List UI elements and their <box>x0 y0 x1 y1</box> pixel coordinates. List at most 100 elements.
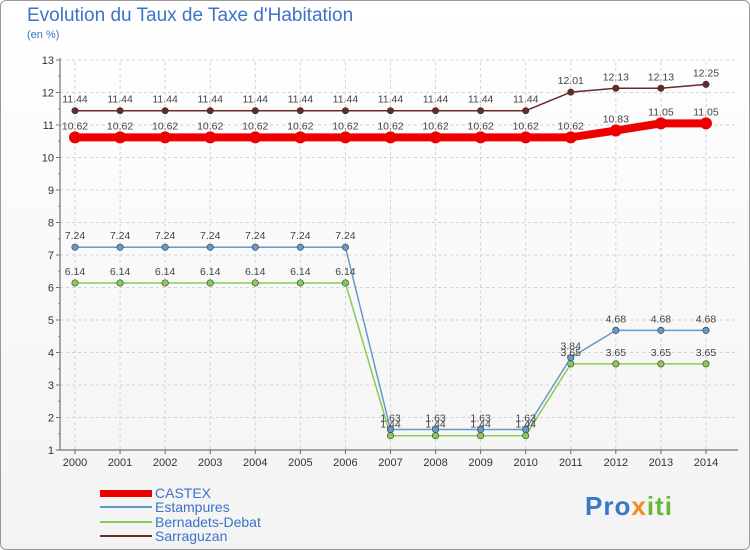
data-point-estampures <box>296 243 304 251</box>
data-point-bernadets-debat <box>251 279 259 287</box>
data-point-estampures <box>161 243 169 251</box>
x-tick-label-2006: 2006 <box>333 457 357 469</box>
y-tick-label: 4 <box>48 348 54 360</box>
chart-title: Evolution du Taux de Taxe d'Habitation <box>27 5 354 26</box>
data-label-bernadets-debat: 6.14 <box>290 266 311 278</box>
legend-item-estampures[interactable]: Estampures <box>100 499 230 515</box>
legend-swatch-castex <box>100 489 152 497</box>
data-point-estampures <box>522 426 530 434</box>
data-label-sarraguzan: 11.44 <box>333 94 359 106</box>
legend-item-sarraguzan[interactable]: Sarraguzan <box>100 528 228 544</box>
data-label-sarraguzan: 12.01 <box>558 75 584 87</box>
data-point-sarraguzan <box>657 84 665 92</box>
x-tick-label-2012: 2012 <box>604 457 628 469</box>
data-label-estampures: 7.24 <box>335 230 356 242</box>
data-point-bernadets-debat <box>612 360 620 368</box>
data-label-estampures: 3.84 <box>561 341 582 353</box>
y-tick-label: 2 <box>48 413 54 425</box>
data-label-sarraguzan: 11.44 <box>423 94 449 106</box>
data-point-estampures <box>386 426 394 434</box>
x-tick-label-2013: 2013 <box>649 457 673 469</box>
data-point-bernadets-debat <box>386 432 394 440</box>
x-tick-label-2002: 2002 <box>153 457 177 469</box>
data-point-sarraguzan <box>702 80 710 88</box>
data-label-castex: 10.62 <box>197 120 223 132</box>
data-label-estampures: 4.68 <box>651 313 672 325</box>
data-label-sarraguzan: 11.44 <box>513 94 539 106</box>
data-point-sarraguzan <box>296 107 304 115</box>
x-tick-label-2003: 2003 <box>198 457 222 469</box>
y-tick-label: 3 <box>48 380 54 392</box>
data-point-sarraguzan <box>71 107 79 115</box>
data-label-bernadets-debat: 6.14 <box>200 266 221 278</box>
y-tick-label: 9 <box>48 185 54 197</box>
data-label-estampures: 7.24 <box>200 230 221 242</box>
data-label-bernadets-debat: 3.65 <box>696 347 717 359</box>
data-label-estampures: 4.68 <box>606 313 627 325</box>
data-point-castex <box>564 131 577 144</box>
data-point-castex <box>519 131 532 144</box>
data-point-bernadets-debat <box>477 432 485 440</box>
data-point-castex <box>474 131 487 144</box>
data-label-estampures: 1.63 <box>470 413 491 425</box>
data-label-castex: 10.62 <box>107 120 133 132</box>
data-label-castex: 10.62 <box>152 120 178 132</box>
data-point-bernadets-debat <box>702 360 710 368</box>
data-point-estampures <box>251 243 259 251</box>
legend-label-sarraguzan: Sarraguzan <box>155 528 228 544</box>
data-point-estampures <box>612 326 620 334</box>
legend-item-bernadets-debat[interactable]: Bernadets-Debat <box>100 514 261 530</box>
data-point-sarraguzan <box>567 88 575 96</box>
data-point-castex <box>69 131 81 144</box>
data-point-castex <box>114 131 127 144</box>
data-label-estampures: 7.24 <box>65 230 86 242</box>
data-point-castex <box>609 124 622 137</box>
data-point-castex <box>429 131 442 144</box>
data-point-bernadets-debat <box>522 432 530 440</box>
data-label-estampures: 4.68 <box>696 313 717 325</box>
data-point-estampures <box>206 243 214 251</box>
data-label-bernadets-debat: 6.14 <box>155 266 176 278</box>
data-label-bernadets-debat: 1.44 <box>470 419 491 431</box>
data-point-sarraguzan <box>432 107 440 115</box>
data-label-estampures: 1.63 <box>425 413 446 425</box>
data-point-castex <box>699 117 712 130</box>
data-point-castex <box>384 131 397 144</box>
y-tick-label: 13 <box>42 55 54 67</box>
data-label-bernadets-debat: 1.44 <box>380 419 401 431</box>
data-point-estampures <box>432 426 440 434</box>
x-tick-label-2014: 2014 <box>694 457 718 469</box>
data-label-estampures: 1.63 <box>380 413 401 425</box>
data-point-sarraguzan <box>522 107 530 115</box>
x-tick-label-2001: 2001 <box>108 457 132 469</box>
y-tick-label: 6 <box>48 283 54 295</box>
data-point-estampures <box>71 243 79 251</box>
data-point-sarraguzan <box>161 107 169 115</box>
data-label-castex: 10.62 <box>332 120 358 132</box>
y-tick-label: 12 <box>42 88 54 100</box>
data-point-sarraguzan <box>386 107 394 115</box>
data-point-estampures <box>477 426 485 434</box>
data-label-castex: 10.62 <box>558 120 584 132</box>
proxiti-logo: Proxiti <box>585 491 673 522</box>
data-label-bernadets-debat: 1.44 <box>425 419 446 431</box>
legend-label-bernadets-debat: Bernadets-Debat <box>155 514 261 530</box>
data-label-sarraguzan: 11.44 <box>468 94 494 106</box>
legend-label-estampures: Estampures <box>155 499 230 515</box>
data-label-bernadets-debat: 6.14 <box>335 266 356 278</box>
data-point-sarraguzan <box>612 84 620 92</box>
data-label-estampures: 7.24 <box>245 230 266 242</box>
data-label-estampures: 7.24 <box>290 230 311 242</box>
data-label-sarraguzan: 12.25 <box>693 67 719 79</box>
x-tick-label-2000: 2000 <box>63 457 87 469</box>
data-label-estampures: 1.63 <box>515 413 536 425</box>
data-point-bernadets-debat <box>161 279 169 287</box>
x-tick-label-2007: 2007 <box>378 457 402 469</box>
data-label-estampures: 7.24 <box>110 230 131 242</box>
data-label-sarraguzan: 11.44 <box>62 94 88 106</box>
data-label-estampures: 7.24 <box>155 230 176 242</box>
y-axis-unit: (en %) <box>27 29 60 41</box>
legend-item-castex[interactable]: CASTEX <box>100 485 211 501</box>
